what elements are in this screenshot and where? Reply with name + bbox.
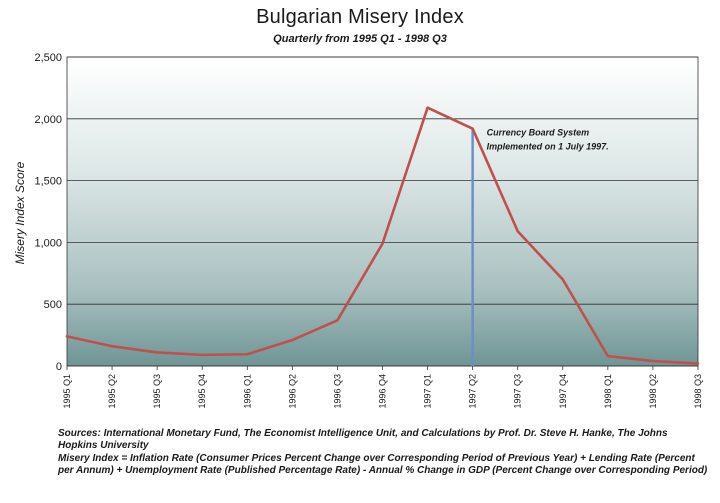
data-point-1997-Q4 bbox=[561, 278, 564, 281]
data-point-1998-Q3 bbox=[696, 362, 700, 365]
y-axis-label: Misery Index Score bbox=[13, 161, 27, 265]
x-tick-label-1998-Q3: 1998 Q3 bbox=[693, 374, 703, 409]
x-tick-label-1998-Q1: 1998 Q1 bbox=[603, 374, 613, 409]
chart-notes: Sources: International Monetary Fund, Th… bbox=[58, 428, 708, 478]
data-point-1997-Q1 bbox=[426, 106, 429, 109]
data-point-1996-Q4 bbox=[381, 242, 384, 245]
y-tick-labels: 0 500 1,000 1,500 2,000 2,500 bbox=[34, 52, 62, 373]
data-point-1998-Q2 bbox=[651, 359, 655, 363]
x-tick-label-1996-Q4: 1996 Q4 bbox=[378, 374, 388, 409]
y-tick-label-1500: 1,500 bbox=[34, 176, 62, 188]
x-tick-label-1996-Q3: 1996 Q3 bbox=[332, 374, 342, 409]
x-tick-label-1996-Q2: 1996 Q2 bbox=[287, 374, 297, 409]
y-tick-label-2500: 2,500 bbox=[34, 52, 62, 64]
x-tick-label-1995-Q3: 1995 Q3 bbox=[152, 374, 162, 409]
data-point-1996-Q1 bbox=[246, 353, 249, 356]
data-point-1997-Q2 bbox=[471, 127, 474, 130]
chart-subtitle: Quarterly from 1995 Q1 - 1998 Q3 bbox=[273, 33, 447, 45]
data-point-1995-Q3 bbox=[155, 351, 159, 354]
y-tick-label-2000: 2,000 bbox=[34, 114, 62, 126]
y-tick-label-1000: 1,000 bbox=[34, 237, 62, 249]
x-tick-label-1997-Q2: 1997 Q2 bbox=[468, 374, 478, 409]
x-tick-labels: 1995 Q1 1995 Q2 1995 Q3 1995 Q4 1996 Q1 1996 … bbox=[62, 366, 703, 409]
data-point-1996-Q2 bbox=[291, 338, 294, 342]
plot-area bbox=[66, 56, 699, 367]
y-tick-label-0: 0 bbox=[56, 361, 62, 373]
data-point-1995-Q2 bbox=[110, 345, 114, 348]
x-tick-label-1995-Q2: 1995 Q2 bbox=[107, 374, 117, 409]
x-tick-label-1996-Q1: 1996 Q1 bbox=[242, 374, 252, 409]
data-point-1998-Q1 bbox=[606, 354, 610, 358]
marker-annotation-line-2: Implemented on 1 July 1997. bbox=[487, 142, 609, 152]
data-point-1997-Q3 bbox=[516, 230, 519, 233]
data-point-1996-Q3 bbox=[336, 319, 339, 322]
x-tick-label-1995-Q1: 1995 Q1 bbox=[62, 374, 72, 409]
chart-title: Bulgarian Misery Index bbox=[256, 6, 464, 28]
marker-annotation-line-1: Currency Board System bbox=[487, 128, 590, 138]
x-tick-label-1997-Q3: 1997 Q3 bbox=[513, 374, 523, 409]
data-point-1995-Q1 bbox=[65, 335, 69, 338]
x-tick-label-1998-Q2: 1998 Q2 bbox=[648, 374, 658, 409]
sources-note: Sources: International Monetary Fund, Th… bbox=[58, 428, 668, 451]
series-group bbox=[65, 106, 700, 365]
x-tick-label-1995-Q4: 1995 Q4 bbox=[197, 374, 207, 409]
x-tick-label-1997-Q1: 1997 Q1 bbox=[423, 374, 433, 409]
definition-note: Misery Index = Inflation Rate (Consumer … bbox=[58, 453, 708, 476]
data-point-1995-Q4 bbox=[201, 353, 204, 357]
y-tick-label-500: 500 bbox=[44, 299, 62, 311]
x-tick-label-1997-Q4: 1997 Q4 bbox=[558, 374, 568, 409]
